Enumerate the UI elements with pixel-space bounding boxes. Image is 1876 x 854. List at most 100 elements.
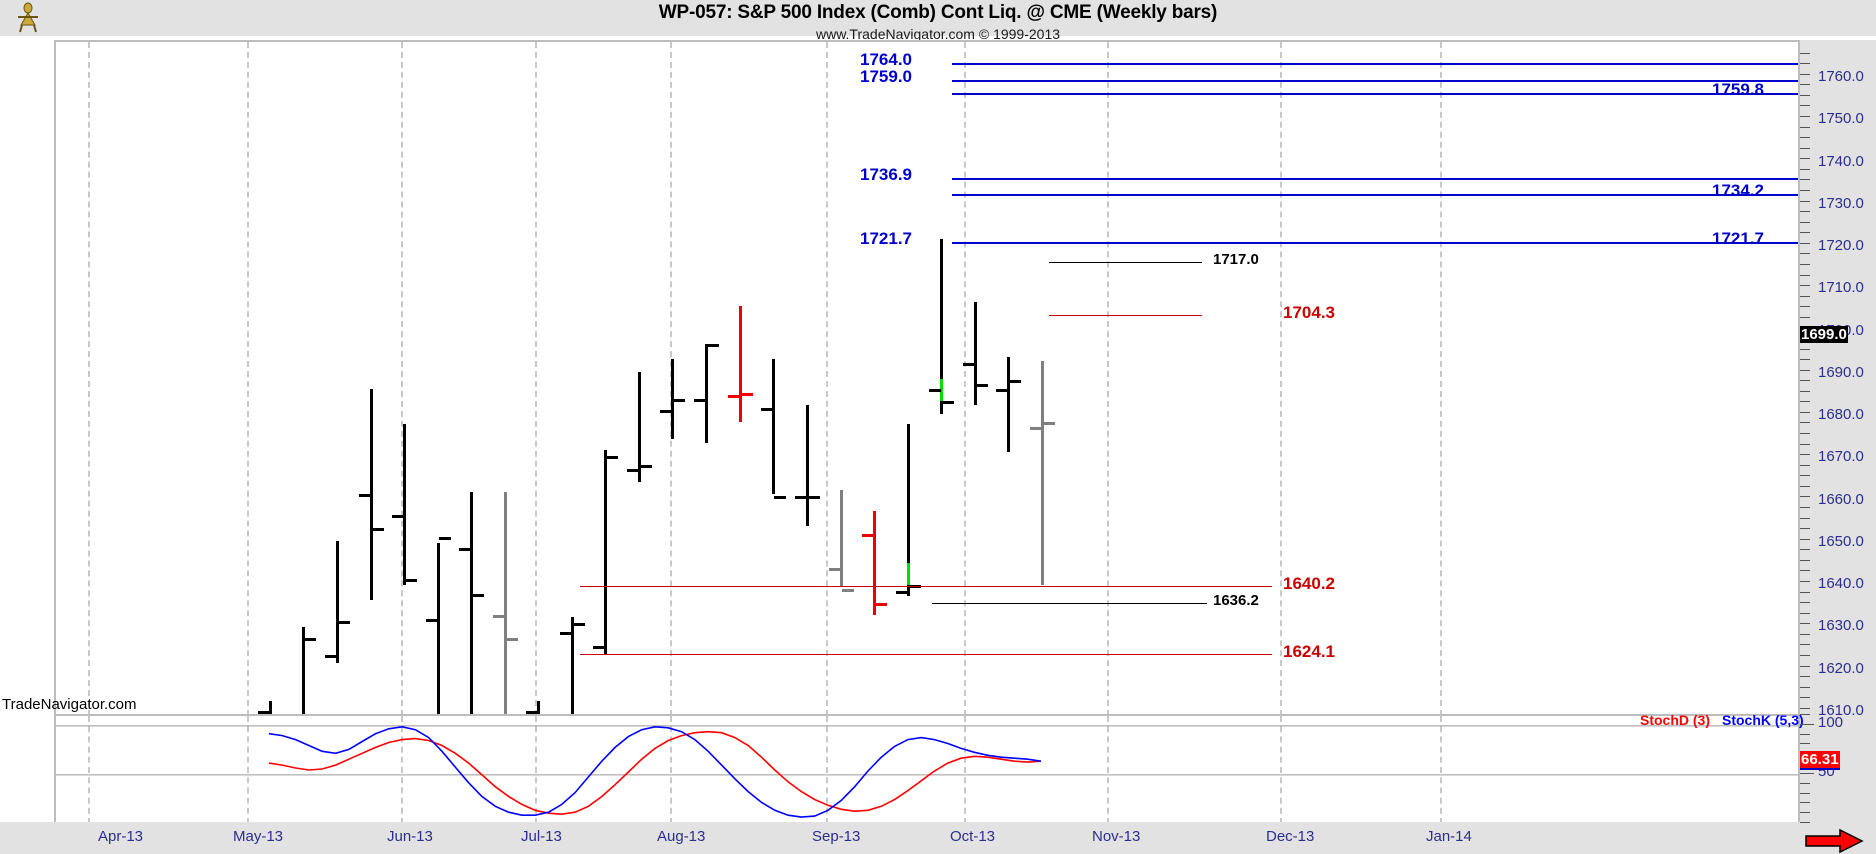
price-scale-label: 1630.0 [1818,617,1864,635]
stochastic-scale-tick [1800,772,1810,774]
price-scale-label: 1680.0 [1818,406,1864,424]
ohlc-open-tick [694,399,706,403]
ohlc-open-tick [761,407,773,411]
price-level-label: 1759.8 [1712,79,1764,99]
price-scale-tick [1800,316,1810,318]
ohlc-close-tick [942,401,954,405]
price-level-label: 1734.2 [1712,181,1764,201]
watermark: TradeNavigator.com [2,696,137,713]
gridline-vertical [1107,716,1109,822]
price-scale-tick [1800,676,1810,678]
price-scale-label: 1730.0 [1818,194,1864,212]
price-scale-tick [1800,475,1810,477]
price-scale-tick [1800,612,1810,614]
price-scale-tick [1800,633,1810,635]
date-axis-label: Jan-14 [1426,828,1472,845]
ohlc-close-tick [304,637,316,641]
price-scale-tick [1800,263,1810,265]
price-level-line [580,654,1272,656]
ohlc-bar [437,542,440,714]
date-axis-label: Apr-13 [98,828,144,845]
price-scale-label: 1760.0 [1818,68,1864,85]
left-margin [0,40,54,822]
ohlc-bar [370,388,373,600]
stochastic-plot [56,725,1798,818]
ohlc-bar [638,371,641,482]
ohlc-bar [269,701,272,714]
gridline-vertical [401,42,403,714]
price-scale-label: 1720.0 [1818,237,1864,255]
price-level-line [952,92,1798,95]
ohlc-close-tick [976,384,988,388]
price-scale-tick [1800,242,1810,244]
ohlc-bar [974,301,977,406]
price-scale-label: 1690.0 [1818,363,1864,381]
ohlc-close-tick [573,623,585,627]
ohlc-bar-close-segment [907,563,910,586]
ohlc-close-tick [808,496,820,500]
date-axis-label: Aug-13 [657,828,706,845]
price-level-line [952,194,1798,197]
price-scale-tick [1800,126,1810,128]
price-scale-tick [1800,295,1810,297]
price-scale-tick [1800,147,1810,149]
price-level-line [932,603,1207,605]
ohlc-bar [705,344,708,444]
price-scale-label: 1620.0 [1818,659,1864,677]
ohlc-bar [302,627,305,714]
price-scale-tick [1800,211,1810,213]
gridline-vertical [1440,716,1442,822]
ohlc-open-tick [660,409,672,413]
stochastic-line [268,730,1042,816]
price-scale-tick [1800,580,1810,582]
gridline-vertical [964,716,966,822]
ohlc-bar [336,540,339,664]
right-arrow-icon [1805,828,1864,854]
price-scale-tick [1800,654,1810,656]
stochastic-scale-tick [1800,802,1810,804]
ohlc-close-tick [472,593,484,597]
price-scale-tick [1800,433,1810,435]
ohlc-close-tick [1043,422,1055,426]
ohlc-open-tick [526,710,538,714]
ohlc-open-tick [829,568,841,572]
date-axis-label: Dec-13 [1266,828,1315,845]
price-scale-tick [1800,369,1810,371]
price-level-label: 1764.0 [860,50,912,70]
ohlc-open-tick [560,631,572,635]
price-scale-tick [1800,73,1810,75]
price-scale-label: 1660.0 [1818,490,1864,508]
gridline-vertical [1280,42,1282,714]
price-scale-tick [1800,274,1810,276]
price-level-line [1049,315,1202,317]
price-level-label: 1721.7 [860,228,912,248]
ohlc-close-tick [673,399,685,403]
ohlc-open-tick [795,496,807,500]
price-scale-tick [1800,84,1810,86]
gridline-vertical [88,716,90,822]
stochastic-indicator-pane[interactable] [54,714,1800,822]
ohlc-bar [537,701,540,714]
ohlc-open-tick [996,388,1008,392]
price-level-label: 1717.0 [1213,250,1259,268]
ohlc-close-tick [640,464,652,468]
price-scale-tick [1800,559,1810,561]
ohlc-open-tick [426,618,438,622]
price-scale-label: 1670.0 [1818,448,1864,466]
price-chart-pane[interactable] [54,40,1800,714]
stochastic-scale-tick [1800,714,1810,715]
price-level-line [1049,261,1202,263]
ohlc-bar [1007,356,1010,452]
ohlc-open-tick [896,591,908,595]
ohlc-close-tick [842,589,854,593]
price-scale-tick [1800,52,1810,54]
price-scale-tick [1800,137,1810,139]
ohlc-open-tick [359,494,371,498]
ohlc-bar [1041,361,1044,586]
date-axis-label: Jun-13 [387,828,433,845]
price-scale-label: 1650.0 [1818,532,1864,550]
ohlc-close-tick [506,637,518,641]
ohlc-open-tick [862,534,874,538]
price-level-line [580,586,1272,588]
price-level-label: 1721.7 [1712,228,1764,248]
